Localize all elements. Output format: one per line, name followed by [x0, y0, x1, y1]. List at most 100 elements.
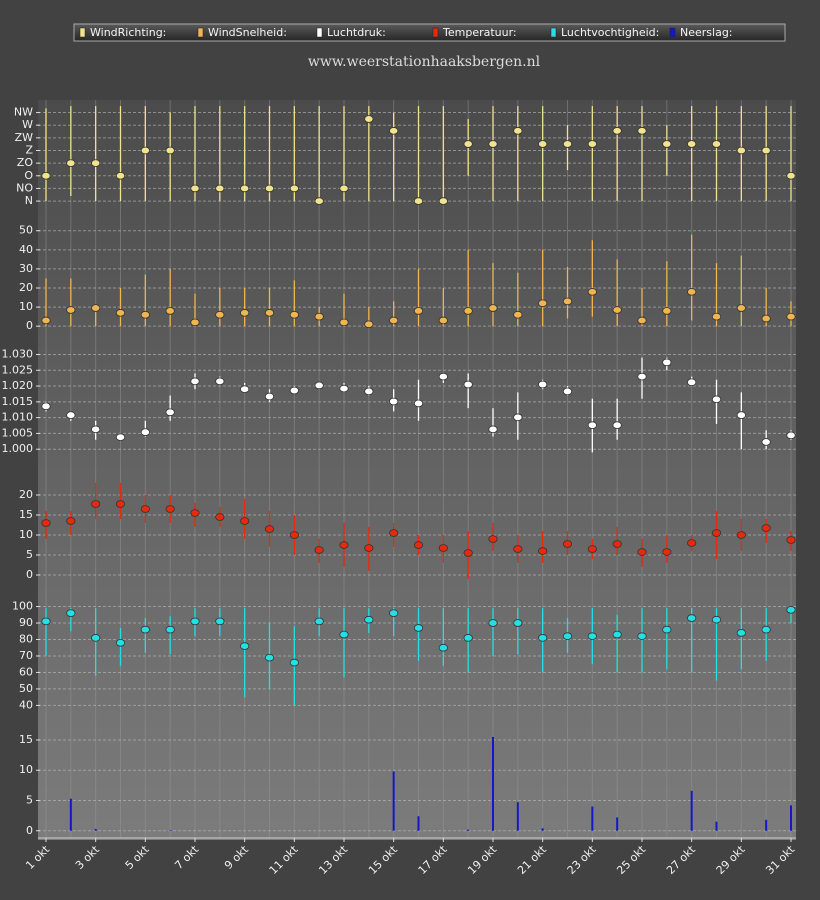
- bar: [765, 819, 768, 831]
- point: [637, 372, 647, 381]
- point: [786, 606, 796, 614]
- y-tick-label: 80: [19, 632, 33, 645]
- point: [513, 413, 523, 422]
- point: [264, 184, 275, 193]
- point: [91, 634, 101, 642]
- point: [66, 159, 76, 167]
- y-tick-label: 70: [19, 649, 33, 662]
- y-tick-label: NO: [16, 181, 33, 194]
- y-tick-label: 10: [19, 763, 33, 776]
- bar: [790, 805, 792, 831]
- point: [140, 505, 150, 513]
- y-tick-label: 0: [26, 319, 33, 332]
- point: [364, 387, 374, 396]
- point: [66, 411, 76, 419]
- point: [463, 549, 473, 557]
- point: [364, 615, 374, 624]
- point: [662, 140, 672, 148]
- point: [289, 184, 299, 193]
- legend-label: WindSnelheid:: [208, 26, 287, 39]
- point: [364, 544, 374, 552]
- point: [562, 140, 573, 148]
- y-tick-label: 1.015: [2, 395, 34, 408]
- legend-label: Luchtdruk:: [327, 26, 386, 39]
- point: [41, 519, 51, 527]
- point: [463, 634, 473, 642]
- point: [761, 524, 771, 532]
- point: [463, 307, 473, 315]
- y-tick-label: 50: [19, 224, 33, 237]
- point: [662, 358, 672, 367]
- point: [289, 531, 299, 539]
- y-tick-label: 15: [19, 508, 33, 521]
- bar: [715, 821, 718, 831]
- point: [761, 438, 771, 446]
- bar: [516, 802, 519, 831]
- point: [662, 625, 672, 634]
- point: [339, 384, 349, 393]
- point: [687, 539, 697, 547]
- point: [339, 318, 349, 327]
- point: [513, 127, 523, 135]
- legend-swatch: [316, 27, 323, 38]
- point: [736, 629, 746, 637]
- point: [463, 140, 473, 148]
- y-tick-label: 1.010: [2, 411, 34, 424]
- point: [314, 197, 324, 205]
- bar: [591, 806, 594, 831]
- plot-area: [38, 100, 796, 840]
- point: [562, 632, 573, 640]
- y-tick-label: ZW: [15, 131, 34, 144]
- point: [364, 115, 374, 123]
- point: [786, 171, 796, 180]
- y-tick-label: W: [22, 118, 33, 131]
- point: [413, 307, 424, 315]
- y-tick-label: ZO: [17, 156, 34, 169]
- point: [637, 632, 647, 640]
- point: [314, 617, 324, 626]
- bar: [417, 816, 420, 831]
- point: [314, 312, 324, 321]
- point: [41, 402, 51, 411]
- y-tick-label: 1.030: [2, 347, 34, 360]
- point: [513, 545, 523, 553]
- bar: [492, 736, 494, 831]
- point: [786, 536, 796, 544]
- point: [215, 617, 225, 626]
- point: [389, 127, 399, 135]
- y-tick-label: Z: [25, 143, 33, 156]
- point: [240, 642, 250, 650]
- point: [190, 377, 200, 386]
- point: [538, 380, 548, 389]
- point: [264, 525, 275, 533]
- y-tick-label: 20: [19, 488, 33, 501]
- point: [165, 307, 175, 315]
- y-tick-label: 1.005: [2, 426, 34, 439]
- point: [91, 159, 101, 167]
- point: [91, 500, 101, 508]
- bar: [616, 817, 619, 831]
- point: [687, 378, 697, 387]
- point: [314, 546, 324, 554]
- subtitle: www.weerstationhaaksbergen.nl: [308, 54, 541, 70]
- legend-label: Neerslag:: [680, 26, 733, 39]
- point: [761, 625, 771, 634]
- point: [513, 310, 523, 319]
- point: [488, 535, 498, 543]
- point: [687, 140, 697, 148]
- point: [190, 318, 200, 327]
- point: [463, 380, 473, 389]
- point: [761, 146, 771, 155]
- point: [711, 615, 722, 624]
- point: [389, 609, 399, 617]
- point: [264, 309, 275, 317]
- point: [438, 372, 448, 381]
- bar: [467, 829, 470, 831]
- point: [140, 310, 150, 319]
- point: [91, 425, 101, 434]
- point: [264, 392, 275, 401]
- bar: [69, 798, 72, 831]
- y-tick-label: 0: [26, 568, 33, 581]
- point: [41, 171, 51, 180]
